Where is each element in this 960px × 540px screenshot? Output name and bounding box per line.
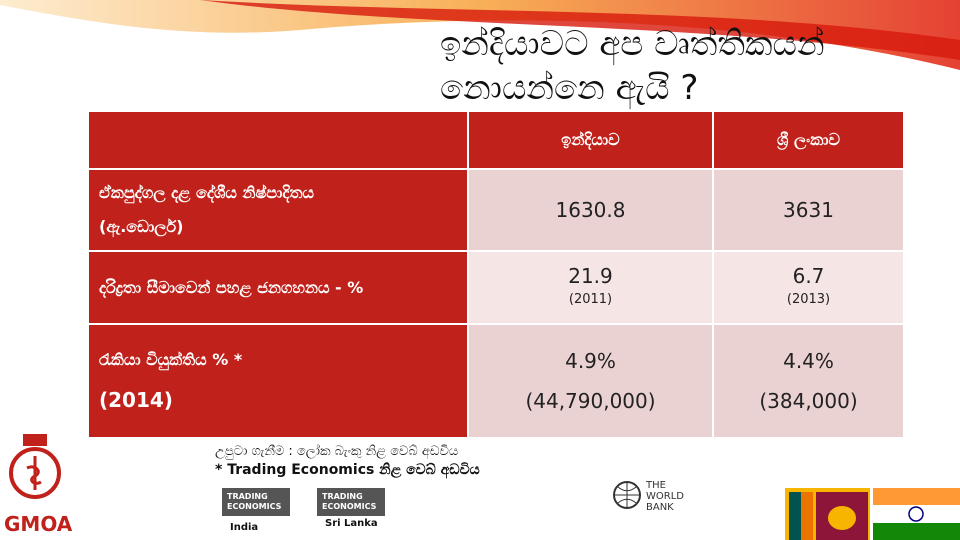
corner-cell bbox=[87, 110, 469, 170]
logo-text: TRADING bbox=[227, 492, 268, 501]
logo-text: THE bbox=[646, 480, 666, 491]
column-header: ශ්‍රී ලංකාව bbox=[712, 110, 905, 170]
te-logo: TRADING ECONOMICS bbox=[317, 488, 385, 516]
value: (384,000) bbox=[759, 389, 858, 413]
logo-text: WORLD bbox=[646, 491, 684, 502]
cell: 1630.8 bbox=[467, 168, 714, 252]
label-line: ඒකපුද්ගල දළ දේශීය නිෂ්පාදිතය bbox=[99, 183, 314, 202]
row-label: රැකියා වියුක්තිය % * (2014) bbox=[87, 323, 469, 439]
row-label: ඒකපුද්ගල දළ දේශීය නිෂ්පාදිතය (ඇ.ඩොලර්) bbox=[87, 168, 469, 252]
logo-text: ECONOMICS bbox=[322, 502, 377, 511]
column-header: ඉන්දියාව bbox=[467, 110, 714, 170]
year: (2013) bbox=[786, 291, 831, 307]
title-line: නොයන්නෙ ඇයි ? bbox=[440, 68, 699, 108]
label-line: රැකියා වියුක්තිය % * bbox=[99, 350, 243, 369]
cell: 21.9 (2011) bbox=[467, 250, 714, 325]
cell: 3631 bbox=[712, 168, 905, 252]
value: 21.9 bbox=[568, 263, 613, 288]
gmoa-text: GMOA bbox=[4, 512, 73, 536]
header-swoosh bbox=[0, 0, 960, 70]
value: 4.4% bbox=[783, 349, 834, 373]
flags bbox=[785, 488, 960, 540]
label-line: (2014) bbox=[99, 388, 173, 412]
cell: 4.4% (384,000) bbox=[712, 323, 905, 439]
gmoa-emblem bbox=[9, 434, 61, 499]
source: උපුටා ගැනීම : ලෝක බැංකු නිළ වෙබ් අඩවිය bbox=[215, 444, 459, 459]
logo-text: TRADING bbox=[322, 492, 363, 501]
logo-text: BANK bbox=[646, 502, 674, 513]
source: * Trading Economics නිළ වෙබ් අඩවිය bbox=[215, 462, 480, 478]
comparison-table: ඉන්දියාව ශ්‍රී ලංකාව ඒකපුද්ගල දළ දේශීය න… bbox=[87, 110, 905, 439]
caption: India bbox=[230, 522, 259, 533]
title: ඉන්දියාවට අප වෘත්තිකයන් නොයන්නෙ ඇයි ? bbox=[440, 22, 825, 110]
value: (44,790,000) bbox=[525, 389, 656, 413]
year: (2011) bbox=[568, 291, 613, 307]
label-line: (ඇ.ඩොලර්) bbox=[99, 217, 184, 236]
value: 4.9% bbox=[565, 349, 616, 373]
caption: Sri Lanka bbox=[325, 518, 378, 529]
cell: 4.9% (44,790,000) bbox=[467, 323, 714, 439]
row-label: දරිද්‍රතා සීමාවෙන් පහළ ජනගහනය - % bbox=[87, 250, 469, 325]
wb-logo: THE WORLD BANK bbox=[646, 480, 684, 513]
value: 6.7 bbox=[792, 263, 825, 288]
te-logo: TRADING ECONOMICS bbox=[222, 488, 290, 516]
cell: 6.7 (2013) bbox=[712, 250, 905, 325]
logo-text: ECONOMICS bbox=[227, 502, 282, 511]
title-line: ඉන්දියාවට අප වෘත්තිකයන් bbox=[440, 24, 825, 64]
wb-globe bbox=[613, 481, 641, 509]
